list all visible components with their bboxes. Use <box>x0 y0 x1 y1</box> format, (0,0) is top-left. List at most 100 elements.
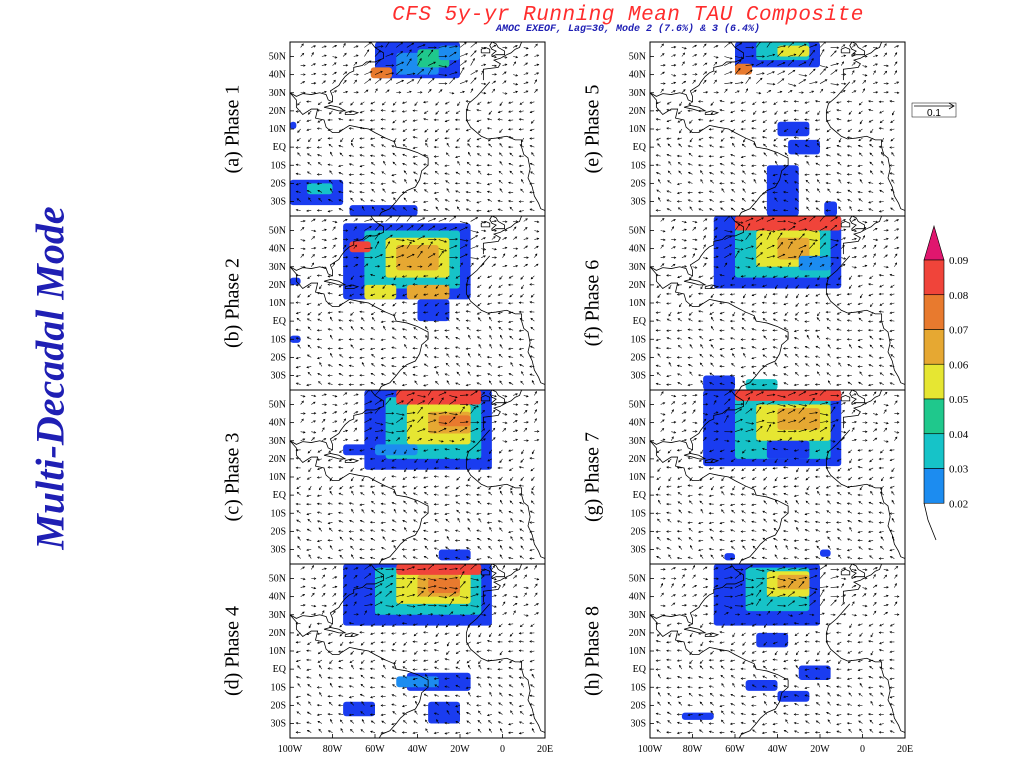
stress-vector-head <box>489 325 492 329</box>
stress-vector-head <box>853 90 857 93</box>
stress-vector-head <box>467 139 470 143</box>
stress-vector-head <box>515 264 519 268</box>
stress-vector <box>392 119 397 124</box>
stress-vector-head <box>403 335 406 339</box>
stress-vector-head <box>730 119 733 123</box>
stress-vector <box>531 449 535 454</box>
stress-vector <box>689 371 693 376</box>
stress-vector-head <box>724 262 728 265</box>
stress-vector-head <box>811 57 814 61</box>
stress-vector <box>311 247 316 249</box>
stress-vector <box>732 143 736 148</box>
stress-vector <box>487 640 492 643</box>
stress-vector <box>752 302 757 306</box>
stress-vector <box>491 437 496 441</box>
stress-vector <box>763 372 768 376</box>
stress-vector <box>530 318 535 322</box>
stress-vector-head <box>400 68 403 72</box>
stress-vector <box>794 207 799 211</box>
stress-vector-head <box>825 100 829 104</box>
stress-vector <box>329 702 333 706</box>
stress-vector-head <box>467 518 470 521</box>
stress-vector <box>308 701 312 706</box>
stress-vector-head <box>391 632 394 635</box>
stress-vector <box>427 225 435 231</box>
stress-vector <box>534 578 539 580</box>
stress-shading <box>735 63 752 75</box>
stress-vector-head <box>719 108 723 112</box>
stress-vector-head <box>783 119 786 122</box>
stress-vector-head <box>366 49 370 52</box>
stress-vector <box>841 44 846 48</box>
stress-vector-head <box>520 545 523 548</box>
stress-vector-head <box>483 82 487 86</box>
stress-vector-head <box>414 509 417 512</box>
stress-vector <box>668 161 672 166</box>
stress-vector <box>328 180 333 184</box>
stress-vector-head <box>795 130 799 134</box>
stress-vector-head <box>655 163 659 167</box>
stress-vector-head <box>508 101 511 104</box>
stress-vector-head <box>423 363 427 366</box>
stress-vector-head <box>508 128 511 131</box>
stress-vector-head <box>444 411 448 414</box>
stress-vector <box>529 338 535 341</box>
stress-vector-head <box>317 138 321 142</box>
stress-vector-head <box>793 136 797 139</box>
stress-vector-head <box>889 128 892 131</box>
coastline <box>344 632 360 637</box>
stress-vector-head <box>783 173 786 176</box>
stress-vector-head <box>454 467 458 470</box>
stress-vector-head <box>529 283 532 286</box>
stress-vector-head <box>514 254 518 258</box>
stress-vector <box>381 183 386 185</box>
stress-vector-head <box>455 355 458 358</box>
stress-vector-head <box>858 129 861 132</box>
stress-vector-head <box>348 713 352 717</box>
stress-vector-head <box>375 436 378 439</box>
stress-vector <box>329 170 333 175</box>
stress-vector <box>438 248 447 252</box>
stress-vector-head <box>421 590 424 594</box>
stress-vector-head <box>338 459 342 462</box>
stress-vector <box>847 164 852 167</box>
stress-vector-head <box>327 712 330 716</box>
stress-vector <box>530 208 535 211</box>
stress-vector <box>434 192 439 194</box>
stress-vector-head <box>455 486 459 490</box>
stress-vector-head <box>392 372 395 375</box>
stress-vector-head <box>423 311 426 314</box>
stress-vector <box>338 512 344 514</box>
lat-tick-label: 20S <box>630 178 646 189</box>
stress-vector-head <box>338 208 342 211</box>
stress-vector <box>338 502 344 505</box>
stress-vector-head <box>499 478 502 481</box>
stress-vector <box>777 70 785 75</box>
stress-vector-head <box>457 517 460 521</box>
stress-vector-head <box>301 52 305 56</box>
stress-vector-head <box>318 381 321 384</box>
stress-vector <box>530 510 535 514</box>
stress-vector-head <box>329 487 332 490</box>
stress-vector <box>838 179 842 184</box>
stress-vector <box>521 683 525 688</box>
stress-vector-head <box>858 198 861 201</box>
stress-vector <box>318 546 323 550</box>
stress-vector-head <box>313 612 317 616</box>
stress-vector <box>445 529 450 532</box>
stress-vector <box>502 413 507 416</box>
stress-vector-head <box>421 50 424 53</box>
stress-vector-head <box>313 45 317 48</box>
stress-vector-head <box>334 255 337 258</box>
stress-vector <box>470 257 479 260</box>
stress-vector-head <box>488 112 491 115</box>
stress-vector-head <box>295 337 299 340</box>
stress-vector-head <box>694 247 698 251</box>
stress-vector-head <box>864 74 868 77</box>
stress-vector <box>308 554 312 559</box>
stress-vector-head <box>434 666 437 669</box>
stress-vector <box>499 344 503 349</box>
stress-vector <box>306 384 312 386</box>
stress-vector-head <box>466 403 469 407</box>
stress-vector <box>798 74 807 77</box>
